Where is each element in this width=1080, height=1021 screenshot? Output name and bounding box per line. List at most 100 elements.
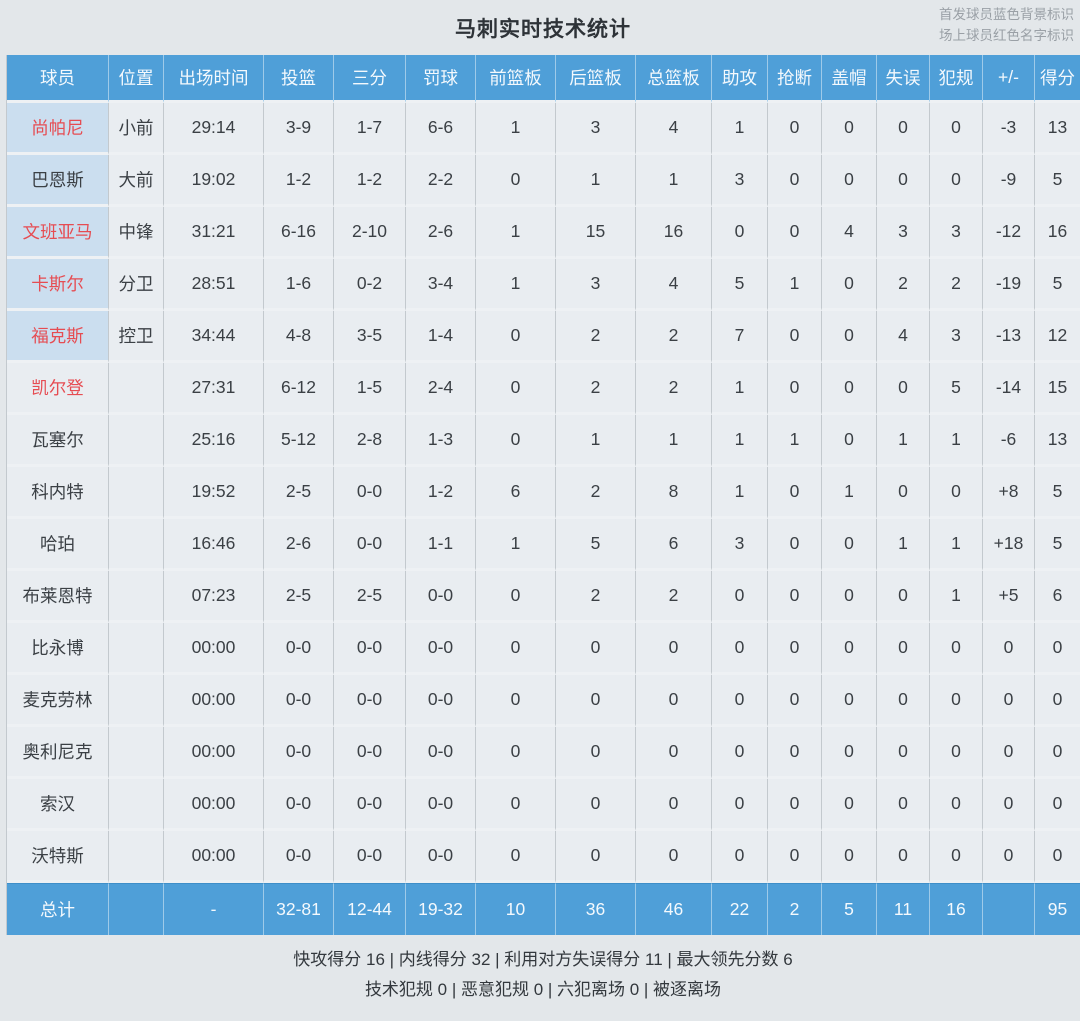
- stat-cell: 0: [556, 831, 636, 883]
- player-row: 奥利尼克 00:00 0-0 0-0 0-0 0 0 0 0 0 0 0 0 0 0: [7, 727, 1080, 779]
- stat-cell: 2-6: [406, 207, 476, 259]
- player-name-cell: 尚帕尼: [7, 103, 109, 155]
- totals-stat-cell: 19-32: [406, 883, 476, 935]
- stat-cell: 8: [636, 467, 712, 519]
- totals-stat-cell: 46: [636, 883, 712, 935]
- stat-cell: 0-0: [406, 779, 476, 831]
- stat-cell: [109, 779, 164, 831]
- stat-cell: 0: [768, 207, 822, 259]
- player-name-cell: 布莱恩特: [7, 571, 109, 623]
- stat-cell: 0: [768, 467, 822, 519]
- stat-cell: 0: [768, 155, 822, 207]
- stat-cell: 控卫: [109, 311, 164, 363]
- stat-cell: 19:02: [164, 155, 264, 207]
- stat-cell: 1: [768, 415, 822, 467]
- stat-cell: 0: [768, 363, 822, 415]
- stat-cell: 4: [877, 311, 930, 363]
- column-header-8: 总篮板: [636, 55, 712, 103]
- stat-cell: -14: [983, 363, 1035, 415]
- totals-stat-cell: 10: [476, 883, 556, 935]
- stat-cell: 0: [822, 831, 877, 883]
- stat-cell: -12: [983, 207, 1035, 259]
- stat-cell: 3: [930, 311, 983, 363]
- stat-cell: 07:23: [164, 571, 264, 623]
- stat-cell: 0-0: [334, 675, 406, 727]
- totals-stat-cell: [109, 883, 164, 935]
- stat-cell: +18: [983, 519, 1035, 571]
- totals-stat-cell: 12-44: [334, 883, 406, 935]
- stat-cell: 0-0: [406, 727, 476, 779]
- player-name-cell: 比永博: [7, 623, 109, 675]
- stat-cell: 0-2: [334, 259, 406, 311]
- stat-cell: 0: [556, 623, 636, 675]
- stat-cell: 0: [712, 727, 768, 779]
- totals-stat-cell: 11: [877, 883, 930, 935]
- player-row: 福克斯 控卫 34:44 4-8 3-5 1-4 0 2 2 7 0 0 4 3 -13 12: [7, 311, 1080, 363]
- stat-cell: 5: [1035, 519, 1080, 571]
- stat-cell: 0: [636, 831, 712, 883]
- totals-stat-cell: 2: [768, 883, 822, 935]
- stat-cell: 0: [636, 779, 712, 831]
- legend-oncourt-note: 场上球员红色名字标识: [939, 28, 1074, 43]
- column-header-7: 后篮板: [556, 55, 636, 103]
- stat-cell: 5: [930, 363, 983, 415]
- stat-cell: [109, 363, 164, 415]
- stat-cell: 28:51: [164, 259, 264, 311]
- stat-cell: 00:00: [164, 675, 264, 727]
- stat-cell: 0-0: [264, 831, 334, 883]
- player-row: 哈珀 16:46 2-6 0-0 1-1 1 5 6 3 0 0 1 1 +18 5: [7, 519, 1080, 571]
- totals-stat-cell: 32-81: [264, 883, 334, 935]
- stat-cell: 0: [930, 831, 983, 883]
- column-header-10: 抢断: [768, 55, 822, 103]
- stat-cell: 0: [930, 155, 983, 207]
- stat-cell: 2-2: [406, 155, 476, 207]
- stat-cell: 0-0: [406, 571, 476, 623]
- stat-cell: 5: [556, 519, 636, 571]
- stat-cell: 中锋: [109, 207, 164, 259]
- stat-cell: 0: [476, 155, 556, 207]
- stat-cell: 1: [930, 571, 983, 623]
- stat-cell: 1: [712, 363, 768, 415]
- stat-cell: -13: [983, 311, 1035, 363]
- stats-table: 球员 位置 出场时间 投篮 三分 罚球 前篮板 后篮板 总篮板 助攻 抢断 盖帽 失误 犯规 +/- 得分 尚…: [6, 55, 1080, 935]
- stat-cell: 16: [1035, 207, 1080, 259]
- stat-cell: 4: [636, 103, 712, 155]
- stat-cell: 分卫: [109, 259, 164, 311]
- stat-cell: 0: [930, 467, 983, 519]
- stat-cell: 1-2: [406, 467, 476, 519]
- stat-cell: 0: [822, 259, 877, 311]
- stat-cell: 0: [822, 519, 877, 571]
- stat-cell: 0-0: [406, 831, 476, 883]
- stat-cell: 5: [1035, 155, 1080, 207]
- stat-cell: 0-0: [264, 675, 334, 727]
- stat-cell: 0: [822, 675, 877, 727]
- stat-cell: 0: [476, 779, 556, 831]
- stat-cell: 0: [712, 675, 768, 727]
- player-row: 卡斯尔 分卫 28:51 1-6 0-2 3-4 1 3 4 5 1 0 2 2 -19 5: [7, 259, 1080, 311]
- stat-cell: 19:52: [164, 467, 264, 519]
- totals-stat-cell: 22: [712, 883, 768, 935]
- column-header-6: 前篮板: [476, 55, 556, 103]
- stat-cell: 0: [768, 779, 822, 831]
- stat-cell: 0: [636, 727, 712, 779]
- totals-stat-cell: [983, 883, 1035, 935]
- stat-cell: 3: [712, 155, 768, 207]
- player-name-cell: 哈珀: [7, 519, 109, 571]
- stat-cell: 1-2: [334, 155, 406, 207]
- stat-cell: 00:00: [164, 779, 264, 831]
- stat-cell: 0: [768, 311, 822, 363]
- stat-cell: 0-0: [406, 623, 476, 675]
- stat-cell: 0: [636, 623, 712, 675]
- player-row: 布莱恩特 07:23 2-5 2-5 0-0 0 2 2 0 0 0 0 1 +5 6: [7, 571, 1080, 623]
- stat-cell: 2: [636, 363, 712, 415]
- stat-cell: 1-4: [406, 311, 476, 363]
- stat-cell: 0: [877, 571, 930, 623]
- stat-cell: 0: [768, 103, 822, 155]
- stat-cell: 0-0: [334, 623, 406, 675]
- stat-cell: 0: [983, 727, 1035, 779]
- stat-cell: 1: [768, 259, 822, 311]
- column-header-3: 投篮: [264, 55, 334, 103]
- stat-cell: 1-6: [264, 259, 334, 311]
- stat-cell: 4: [822, 207, 877, 259]
- stat-cell: 0: [712, 779, 768, 831]
